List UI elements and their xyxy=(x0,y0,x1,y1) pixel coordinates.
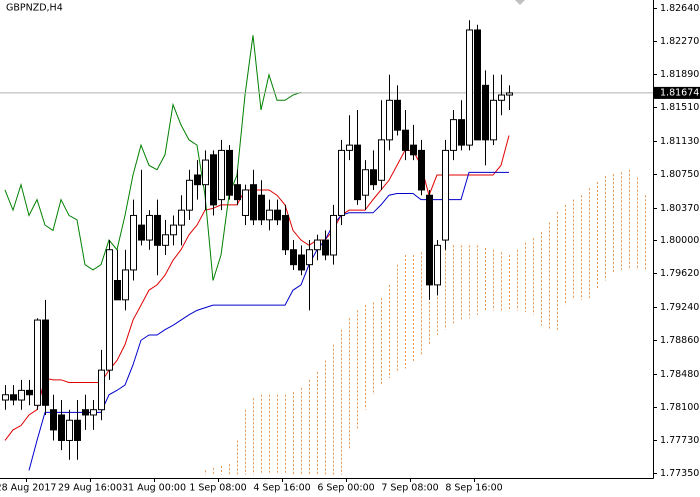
candle-body xyxy=(10,394,17,401)
candle-body xyxy=(58,414,65,441)
x-tick-label: 7 Sep 08:00 xyxy=(381,483,438,494)
y-tick-label: 1.82640 xyxy=(660,3,699,14)
indicator-line xyxy=(4,35,302,281)
candle-body xyxy=(74,419,81,441)
candle-body xyxy=(386,99,393,141)
candle-body xyxy=(226,149,233,196)
candle-body xyxy=(90,409,97,416)
candle-body xyxy=(378,139,385,181)
candle-body xyxy=(194,174,201,186)
candle-body xyxy=(362,169,369,196)
candle-body xyxy=(330,214,337,256)
candle-body xyxy=(418,149,425,191)
x-tick-label: 4 Sep 16:00 xyxy=(253,483,310,494)
candle-body xyxy=(154,214,161,246)
candle-body xyxy=(266,209,273,221)
candle-body xyxy=(122,269,129,301)
candle-body xyxy=(66,419,73,441)
candle-body xyxy=(450,119,457,151)
y-tick-label: 1.80370 xyxy=(660,203,699,214)
candle-body xyxy=(138,224,145,241)
candle-body xyxy=(506,92,513,96)
y-tick-label: 1.81890 xyxy=(660,69,699,80)
candle-body xyxy=(202,159,209,186)
y-tick-label: 1.82270 xyxy=(660,36,699,47)
y-tick-label: 1.78860 xyxy=(660,335,699,346)
x-tick-label: 8 Sep 16:00 xyxy=(445,483,502,494)
candle-body xyxy=(314,239,321,251)
candle-body xyxy=(394,99,401,131)
shift-marker xyxy=(515,0,525,5)
candle-body xyxy=(186,179,193,211)
candle-body xyxy=(274,209,281,221)
candle-body xyxy=(298,254,305,271)
x-tick-label: 1 Sep 08:00 xyxy=(189,483,246,494)
y-tick-label: 1.81510 xyxy=(660,102,699,113)
candle-body xyxy=(426,194,433,286)
candle-body xyxy=(498,94,505,101)
candle-layer xyxy=(2,20,513,460)
candle-body xyxy=(402,129,409,151)
candle-body xyxy=(106,249,113,371)
y-tick-label: 1.79620 xyxy=(660,268,699,279)
candle-body xyxy=(458,119,465,146)
x-tick-label: 29 Aug 16:00 xyxy=(58,483,122,494)
candle-body xyxy=(2,394,9,401)
candle-body xyxy=(50,409,57,431)
candle-body xyxy=(178,209,185,226)
candle-body xyxy=(346,144,353,151)
cloud-layer xyxy=(205,169,646,475)
x-tick-label: 28 Aug 2017 xyxy=(0,483,56,494)
candle-body xyxy=(434,244,441,286)
x-tick-label: 31 Aug 00:00 xyxy=(122,483,186,494)
price-label: 1.81674 xyxy=(660,87,699,98)
candle-body xyxy=(114,279,121,301)
y-tick-label: 1.80000 xyxy=(660,235,699,246)
candle-body xyxy=(290,249,297,266)
candle-body xyxy=(258,194,265,221)
candle-body xyxy=(410,144,417,156)
candle-body xyxy=(42,319,49,406)
candle-body xyxy=(250,184,257,221)
candle-body xyxy=(322,239,329,256)
candle-body xyxy=(282,214,289,251)
y-tick-label: 1.81130 xyxy=(660,136,699,147)
candle-body xyxy=(242,189,249,216)
candle-body xyxy=(18,389,25,401)
y-tick-label: 1.77730 xyxy=(660,435,699,446)
candle-body xyxy=(26,389,33,396)
price-label-box xyxy=(654,86,700,99)
candle-body xyxy=(338,149,345,216)
candle-body xyxy=(474,29,481,141)
candle-body xyxy=(170,224,177,236)
candle-body xyxy=(146,214,153,241)
candle-body xyxy=(98,369,105,411)
candle-body xyxy=(306,249,313,266)
candle-body xyxy=(354,144,361,201)
y-tick-label: 1.77350 xyxy=(660,468,699,479)
candle-body xyxy=(482,84,489,141)
y-tick-label: 1.79240 xyxy=(660,302,699,313)
candle-body xyxy=(370,169,377,186)
candle-body xyxy=(490,99,497,141)
y-tick-label: 1.80750 xyxy=(660,169,699,180)
candle-body xyxy=(34,319,41,406)
candle-body xyxy=(130,214,137,271)
candle-body xyxy=(234,184,241,201)
y-tick-label: 1.78100 xyxy=(660,402,699,413)
candle-body xyxy=(210,154,217,206)
candle-body xyxy=(162,234,169,246)
chart-title: GBPNZD,H4 xyxy=(6,3,63,14)
candle-body xyxy=(442,149,449,241)
y-tick-label: 1.78480 xyxy=(660,369,699,380)
x-tick-label: 6 Sep 00:00 xyxy=(317,483,374,494)
candle-body xyxy=(466,29,473,146)
candle-body xyxy=(82,409,89,416)
candle-body xyxy=(218,149,225,201)
